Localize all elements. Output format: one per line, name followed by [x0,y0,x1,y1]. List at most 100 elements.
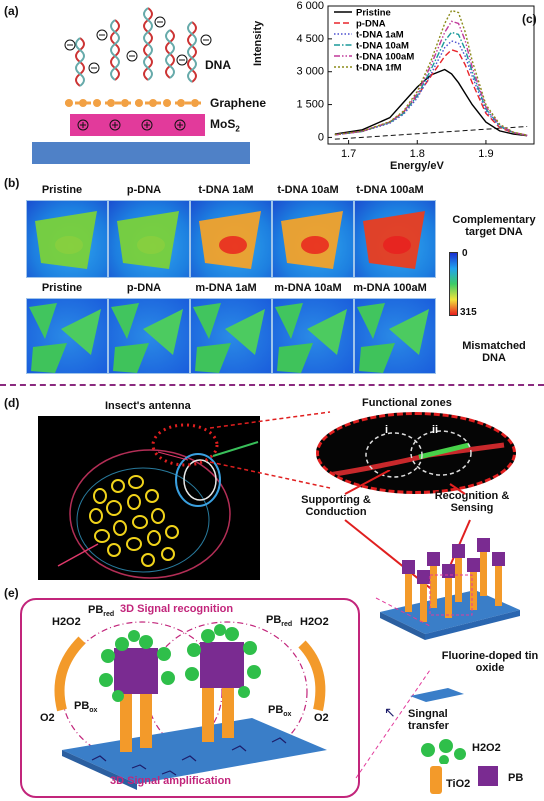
pb-red-left-label: PBred [88,604,115,619]
signal-schematic [54,621,327,790]
complementary-label: Complementary target DNA [452,214,536,238]
mismatched-map-tile [26,298,108,374]
pl-spectrum-chart: 0 1 500 3 000 4 500 6 000 1.7 1.8 1.9 Pristinep-… [296,0,535,160]
complementary-map-tile [272,200,354,278]
mismatched-label: Mismatched DNA [462,340,526,364]
map-label: p-DNA [126,184,162,196]
legend-label: t-DNA 1aM [356,30,404,41]
colorbar-min-label: 0 [462,248,468,259]
pb-legend-label: PB [508,772,524,784]
zone-i-label: i [385,424,389,436]
x-tick-label: 1.7 [341,148,356,160]
baseline-line [334,125,528,140]
legend-label: t-DNA 1fM [356,63,402,74]
zone-ii-label: ii [432,424,439,436]
x-tick-label: 1.8 [410,148,425,160]
signal-recognition-label: 3D Signal recognition [120,603,234,615]
map-label: p-DNA [126,282,162,294]
signal-transfer-label: Singnal transfer [408,708,449,732]
o2-right-label: O2 [314,712,329,724]
panel-d-label: (d) [4,396,20,410]
series-line-4 [334,20,528,136]
signal-box [20,598,360,798]
mismatched-map-tile [272,298,354,374]
mos2-label: MoS2 [210,117,240,134]
fto-legend-swatch [410,688,464,702]
series-line-0 [334,68,528,137]
panel-a-schematic [32,7,250,164]
zones-image [328,430,505,478]
zoom-highlight-circle [151,423,219,467]
x-tick-label: 1.9 [478,148,493,160]
panel-c-chart: 0 1 500 3 000 4 500 6 000 1.7 1.8 1.9 Pristine p-… [268,0,544,178]
chart-xlabel: Energy/eV [390,160,444,172]
tio2-legend-label: TiO2 [446,778,471,790]
plot-frame [327,5,535,145]
chart-ylabel: Intensity [252,20,264,66]
pb-ox-right-label: PBox [268,704,292,719]
zoom-connector-lines [209,411,331,489]
map-label: t-DNA 1aM [198,184,254,196]
complementary-map-tile [108,200,190,278]
map-label: m-DNA 1aM [195,282,257,294]
series-line-5 [334,9,528,136]
y-tick-label: 3 000 [296,66,324,78]
mos2-layer [70,114,205,136]
pb-red-right-label: PBred [266,614,293,629]
pb-legend-icon [478,766,498,786]
recognition-label: Recognition & Sensing [434,490,510,514]
map-label: Pristine [41,282,83,294]
dna-label: DNA [205,58,231,72]
antenna-micrograph [38,416,260,580]
map-label: Pristine [41,184,83,196]
insect-antenna-title: Insect's antenna [105,400,191,412]
substrate-bar [32,142,250,164]
panel-e-label: (e) [4,586,19,600]
h2o2-legend-label: H2O2 [472,742,501,754]
complementary-map-tile [26,200,108,278]
legend-label: Pristine [356,8,391,19]
map-label: t-DNA 10aM [277,184,339,196]
supporting-label: Supporting & Conduction [301,494,371,518]
functional-zones-zoom [316,412,516,494]
panel-e-connectors [355,597,431,779]
antenna-structure [57,441,259,579]
tio2-legend-icon [430,766,442,794]
mismatched-map-tile [354,298,436,374]
o2-left-label: O2 [40,712,55,724]
mos2-plus-signs [77,119,186,131]
dna-helices [75,7,197,87]
map-label: m-DNA 100aM [353,282,427,294]
complementary-map-tile [190,200,272,278]
h2o2-right-label: H2O2 [300,616,329,628]
section-divider [0,384,544,386]
zone-arrows [344,470,471,589]
pb-ox-left-label: PBox [74,700,98,715]
y-tick-label: 4 500 [296,33,324,45]
h2o2-legend-icon [421,739,466,764]
dna-minus-signs [64,16,212,74]
colorbar [449,252,458,316]
legend-label: t-DNA 100aM [356,52,414,63]
mismatched-map-tile [190,298,272,374]
graphene-label: Graphene [210,96,267,110]
mismatched-map-tile [108,298,190,374]
functional-zones-title: Functional zones [362,397,452,409]
electrode-array [380,538,520,640]
complementary-map-tile [354,200,436,278]
map-label: m-DNA 10aM [274,282,342,294]
signal-amplification-label: 3D Signal amplification [110,775,232,787]
fto-label: Fluorine-doped tin oxide [441,650,539,674]
map-label: t-DNA 100aM [356,184,424,196]
legend-label: p-DNA [356,19,386,30]
y-tick-label: 0 [318,131,324,143]
h2o2-left-label: H2O2 [52,616,81,628]
y-tick-label: 1 500 [296,99,324,111]
y-tick-label: 6 000 [296,0,324,12]
graphene-dots [65,99,199,107]
panel-c-label: (c) [522,12,537,26]
legend-label: t-DNA 10aM [356,41,409,52]
panel-b-label: (b) [4,176,20,190]
colorbar-max-label: 315 [460,307,477,318]
signal-transfer-arrow-icon: ↖ [384,704,396,720]
